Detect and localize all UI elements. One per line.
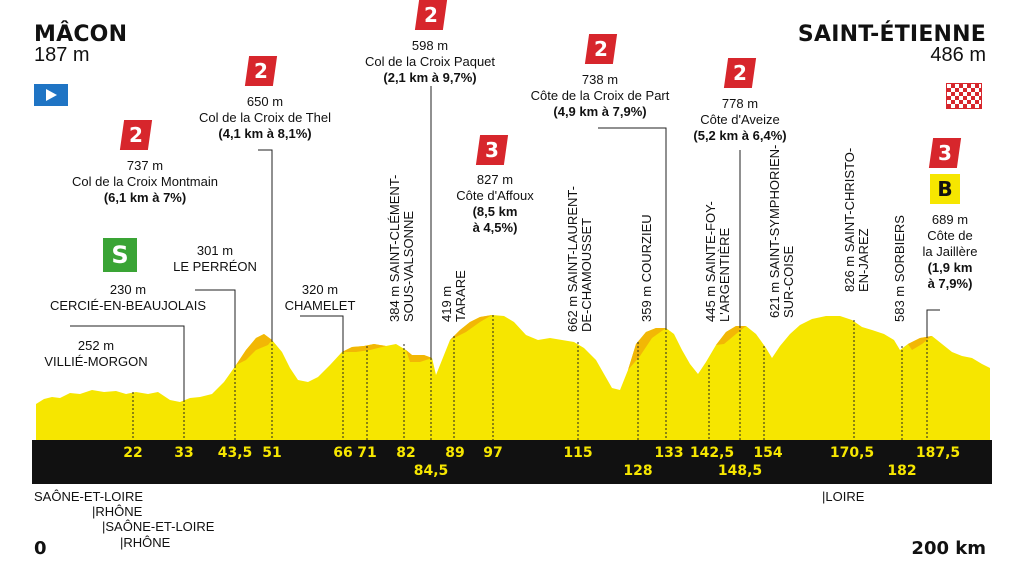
climb-label: 689 m Côte de la Jaillère (1,9 km à 7,9%) [922, 212, 978, 291]
finish-city: SAINT-ÉTIENNE [797, 22, 986, 47]
finish-flag-icon [946, 83, 982, 109]
climb-label: 738 m Côte de la Croix de Part (4,9 km à 7… [530, 72, 670, 119]
start-city: MÂCON [34, 22, 128, 47]
vertical-place-label: 445 m SAINTE-FOY- L'ARGENTIÈRE [703, 201, 732, 322]
km-marker: 154 [753, 445, 783, 461]
vertical-place-label: 419 m TARARE [439, 270, 468, 322]
department-label: SAÔNE-ET-LOIRE [34, 489, 144, 504]
distance-start: 0 [34, 538, 47, 559]
start-flag-icon [34, 84, 68, 106]
department-label: |RHÔNE [120, 535, 171, 550]
km-marker: 97 [483, 445, 503, 461]
km-marker: 170,5 [829, 445, 875, 461]
vertical-place-label: 583 m SORBIERS [892, 215, 907, 322]
vertical-place-label: 662 m SAINT-LAURENT- DE-CHAMOUSSET [565, 186, 594, 332]
km-marker: 182 [887, 463, 917, 479]
km-marker: 22 [123, 445, 143, 461]
vertical-place-label: 359 m COURZIEU [639, 214, 654, 322]
department-label: |RHÔNE [92, 504, 143, 519]
department-label: |LOIRE [822, 489, 865, 504]
vertical-place-label: 384 m SAINT-CLÉMENT- SOUS-VALSONNE [387, 174, 416, 322]
category-2-icon: 2 [723, 58, 757, 88]
place-label: 230 m CERCIÉ-EN-BEAUJOLAIS [49, 282, 207, 313]
km-marker: 128 [623, 463, 653, 479]
km-marker: 84,5 [413, 463, 449, 479]
profile-area [36, 315, 990, 440]
climb-label: 827 m Côte d'Affoux (8,5 km à 4,5%) [456, 172, 534, 235]
category-2-icon: 2 [584, 34, 618, 64]
km-marker: 43,5 [217, 445, 253, 461]
km-marker: 148,5 [717, 463, 763, 479]
climb-label: 650 m Col de la Croix de Thel (4,1 km à 8,… [199, 94, 331, 141]
sprint-icon: S [103, 238, 137, 272]
category-3-icon: 3 [928, 138, 962, 168]
start-altitude: 187 m [34, 44, 90, 66]
category-2-icon: 2 [414, 0, 448, 30]
km-marker: 33 [174, 445, 194, 461]
category-2-icon: 2 [119, 120, 153, 150]
place-label: 252 m VILLIÉ-MORGON [44, 338, 148, 369]
km-marker: 133 [654, 445, 684, 461]
category-2-icon: 2 [244, 56, 278, 86]
climb-label: 737 m Col de la Croix Montmain (6,1 km à 7… [72, 158, 218, 205]
bonus-icon: B [930, 174, 960, 204]
place-label: 320 m CHAMELET [284, 282, 356, 313]
km-marker: 51 [262, 445, 282, 461]
place-label: 301 m LE PERRÉON [173, 243, 257, 274]
km-marker: 89 [445, 445, 465, 461]
vertical-place-label: 621 m SAINT-SYMPHORIEN- SUR-COISE [767, 144, 796, 318]
distance-end: 200 km [911, 538, 986, 559]
department-label: |SAÔNE-ET-LOIRE [102, 519, 215, 534]
km-marker: 187,5 [915, 445, 961, 461]
km-marker: 66 [333, 445, 353, 461]
category-3-icon: 3 [475, 135, 509, 165]
km-marker: 142,5 [689, 445, 735, 461]
km-marker: 115 [563, 445, 593, 461]
km-marker: 71 [357, 445, 377, 461]
vertical-place-label: 826 m SAINT-CHRISTO- EN-JAREZ [842, 147, 871, 292]
finish-altitude: 486 m [930, 44, 986, 66]
km-band [32, 440, 992, 484]
climb-label: 778 m Côte d'Aveize (5,2 km à 6,4%) [693, 96, 787, 143]
climb-label: 598 m Col de la Croix Paquet (2,1 km à 9,7… [364, 38, 496, 85]
km-marker: 82 [396, 445, 416, 461]
